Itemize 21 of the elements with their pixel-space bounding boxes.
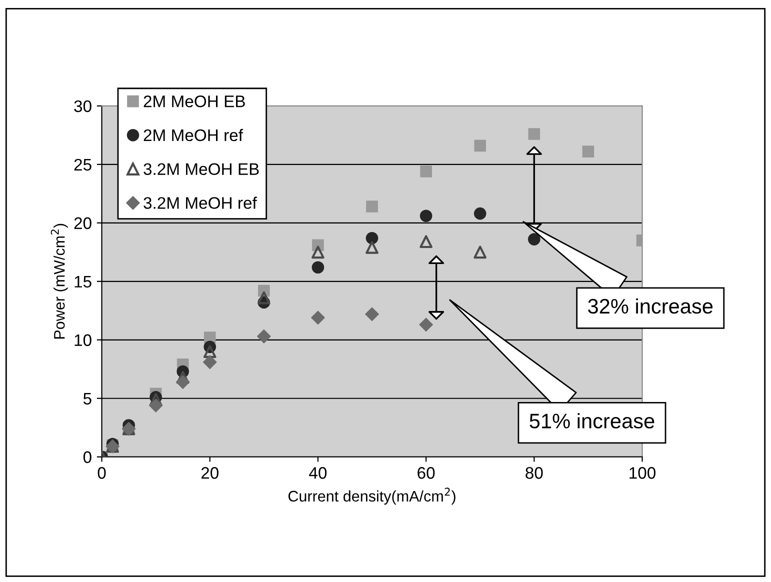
y-tick-label: 10 bbox=[74, 334, 92, 346]
x-tick-label: 60 bbox=[418, 467, 435, 479]
legend-label: 3.2M MeOH EB bbox=[144, 163, 259, 176]
legend-label: 2M MeOH ref bbox=[144, 128, 244, 142]
y-tick-label: 15 bbox=[74, 276, 92, 288]
annotation: 32% increase bbox=[588, 298, 713, 314]
annotation: 51% increase bbox=[530, 413, 654, 428]
x-tick-label: 80 bbox=[526, 467, 543, 479]
y-tick-label: 5 bbox=[83, 392, 92, 405]
y-tick-label: 20 bbox=[74, 217, 92, 230]
legend-label: 2M MeOH EB bbox=[144, 95, 245, 108]
y-tick-label: 30 bbox=[74, 100, 92, 112]
y-tick-label: 25 bbox=[74, 158, 92, 171]
x-tick-label: 0 bbox=[98, 467, 106, 479]
y-axis-title: Power (mW/cm$^{2}$) bbox=[50, 224, 68, 339]
x-tick-label: 100 bbox=[630, 467, 656, 479]
y-tick-label: 0 bbox=[83, 451, 92, 464]
x-tick-label: 40 bbox=[309, 467, 327, 479]
legend-label: 3.2M MeOH ref bbox=[144, 196, 257, 209]
x-tick-label: 20 bbox=[201, 467, 218, 479]
x-axis-title: Current density(mA/cm$^{2}$) bbox=[288, 488, 456, 505]
